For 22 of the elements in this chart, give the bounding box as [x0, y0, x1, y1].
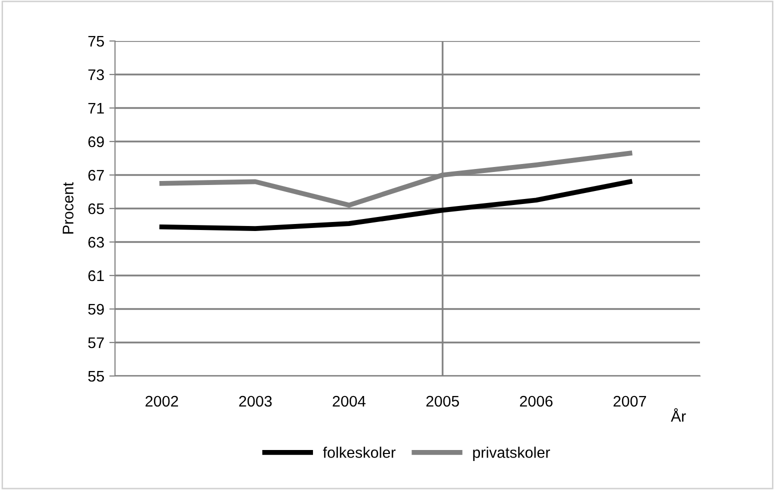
- y-tick-label: 65: [88, 203, 104, 214]
- y-tick-label: 67: [88, 170, 104, 181]
- x-axis-title: År: [670, 408, 686, 422]
- x-tick-label: 2005: [426, 396, 459, 407]
- legend-label: privatskoler: [473, 446, 550, 461]
- y-tick-label: 61: [88, 270, 104, 282]
- line-series: [159, 179, 632, 232]
- y-tick-label: 69: [88, 136, 104, 148]
- y-tick-label: 71: [88, 103, 104, 114]
- x-tick-label: 2002: [146, 396, 178, 407]
- x-tick-label: 2007: [614, 396, 646, 407]
- y-tick-label: 59: [88, 304, 104, 315]
- y-tick-label: 73: [88, 69, 104, 80]
- y-tick-label: 55: [88, 371, 104, 382]
- legend-label: folkeskoler: [322, 446, 396, 458]
- x-tick-label: 2004: [332, 396, 366, 407]
- y-tick-label: 57: [88, 338, 104, 348]
- y-tick-label: 75: [88, 36, 104, 47]
- x-tick-label: 2003: [239, 396, 272, 407]
- y-axis-title: Procent: [62, 182, 74, 234]
- x-tick-label: 2006: [520, 396, 553, 407]
- y-tick-label: 63: [88, 236, 104, 248]
